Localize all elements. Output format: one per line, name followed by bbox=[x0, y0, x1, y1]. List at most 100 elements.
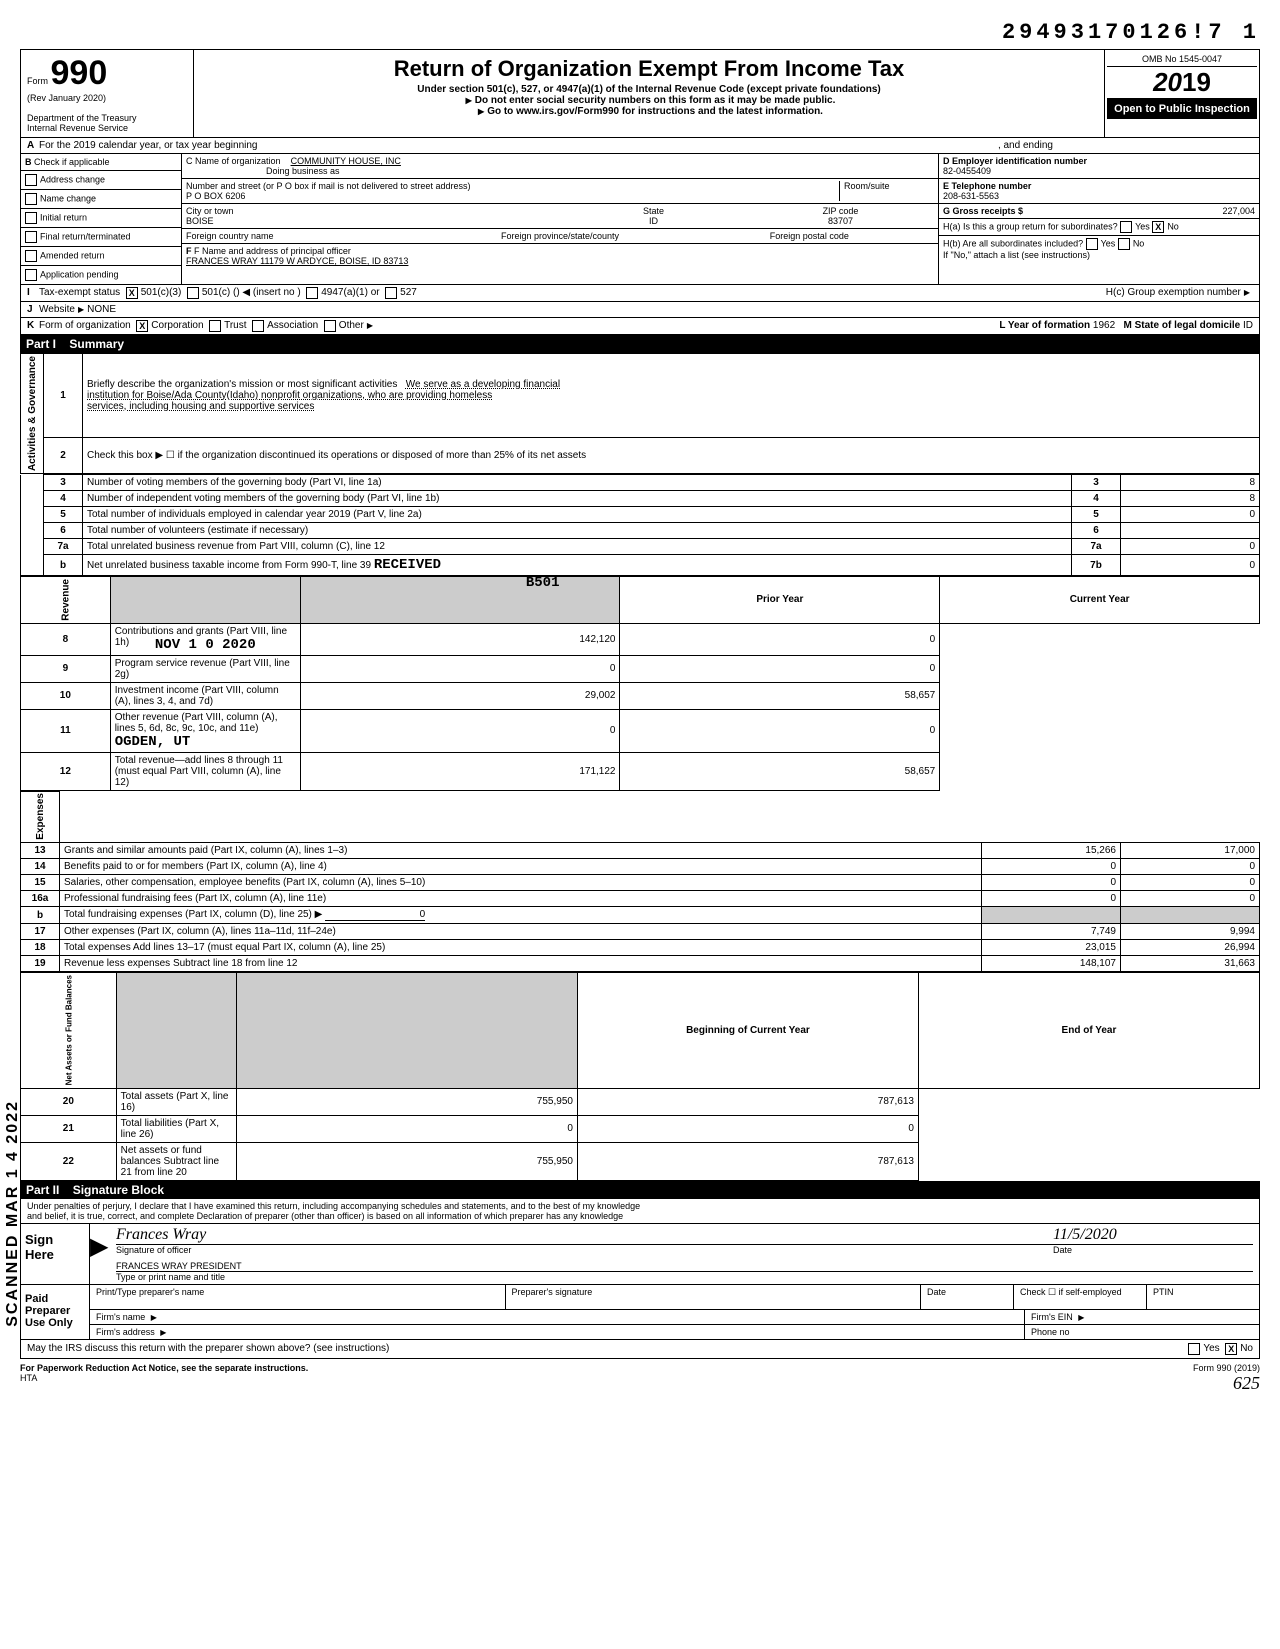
prior-val: 142,120 bbox=[300, 623, 620, 655]
hb-no[interactable] bbox=[1118, 238, 1130, 250]
if-no: If "No," attach a list (see instructions… bbox=[943, 250, 1090, 260]
irs: Internal Revenue Service bbox=[27, 123, 128, 133]
org-name: COMMUNITY HOUSE, INC bbox=[291, 156, 401, 166]
row-text: Salaries, other compensation, employee b… bbox=[60, 875, 982, 891]
row-code: 4 bbox=[1072, 491, 1121, 507]
line-i: I Tax-exempt status 501(c)(3) 501(c) ( )… bbox=[20, 285, 1260, 302]
warn2: Go to www.irs.gov/Form990 for instructio… bbox=[487, 106, 823, 117]
i-501c-check[interactable] bbox=[187, 287, 199, 299]
form-label: Form bbox=[27, 76, 48, 86]
website: NONE bbox=[87, 304, 116, 315]
officer-name-title: FRANCES WRAY PRESIDENT bbox=[116, 1261, 242, 1271]
curr-val: 0 bbox=[1121, 859, 1260, 875]
form-header: Form 990 (Rev January 2020) Department o… bbox=[20, 49, 1260, 138]
row-num: 10 bbox=[21, 682, 111, 709]
row-val bbox=[1121, 523, 1260, 539]
end-val: 787,613 bbox=[577, 1088, 918, 1115]
firm-name-label: Firm's name bbox=[96, 1312, 145, 1322]
k-corp-check[interactable] bbox=[136, 320, 148, 332]
discuss-no[interactable] bbox=[1225, 1343, 1237, 1355]
l-year: 1962 bbox=[1093, 320, 1115, 332]
k-trust-check[interactable] bbox=[209, 320, 221, 332]
b-amended: Amended return bbox=[40, 250, 105, 260]
b-final: Final return/terminated bbox=[40, 231, 131, 241]
row-val: 0 bbox=[1121, 555, 1260, 576]
phone: 208-631-5563 bbox=[943, 191, 999, 201]
sign-content: Frances Wray 11/5/2020 Signature of offi… bbox=[110, 1224, 1259, 1284]
tax-year: 2019 bbox=[1107, 67, 1257, 99]
i-label: Tax-exempt status bbox=[39, 287, 120, 299]
beg-val: 755,950 bbox=[236, 1088, 577, 1115]
current-year-header: Current Year bbox=[940, 577, 1260, 624]
row-num: 18 bbox=[21, 940, 60, 956]
header-left: Form 990 (Rev January 2020) Department o… bbox=[21, 50, 194, 137]
checkbox-final[interactable] bbox=[25, 231, 37, 243]
k-other: Other bbox=[339, 320, 364, 332]
row-text: Investment income (Part VIII, column (A)… bbox=[110, 682, 300, 709]
row-num: b bbox=[44, 555, 83, 576]
checkbox-pending[interactable] bbox=[25, 269, 37, 281]
warn1: Do not enter social security numbers on … bbox=[475, 95, 836, 106]
checkbox-amended[interactable] bbox=[25, 250, 37, 262]
prior-val: 171,122 bbox=[300, 752, 620, 790]
prep-date-label: Date bbox=[927, 1287, 946, 1297]
vert-rev: Revenue bbox=[21, 577, 111, 624]
curr-val: 26,994 bbox=[1121, 940, 1260, 956]
foreign-postal-label: Foreign postal code bbox=[770, 231, 849, 241]
k-assoc: Association bbox=[267, 320, 318, 332]
hta: HTA bbox=[20, 1373, 37, 1383]
mission2: institution for Boise/Ada County(Idaho) … bbox=[87, 390, 492, 401]
scanned-stamp: SCANNED MAR 1 4 2022 bbox=[4, 1100, 22, 1327]
expenses-table: Expenses 13Grants and similar amounts pa… bbox=[20, 791, 1260, 973]
form-footer: Form 990 (2019) bbox=[1193, 1363, 1260, 1373]
i-4947: 4947(a)(1) or bbox=[321, 287, 379, 299]
row-num: 20 bbox=[21, 1088, 117, 1115]
part1-title: Summary bbox=[69, 337, 124, 351]
discuss-yes[interactable] bbox=[1188, 1343, 1200, 1355]
part2-title: Signature Block bbox=[73, 1183, 164, 1197]
checkbox-address-change[interactable] bbox=[25, 174, 37, 186]
m-label: M State of legal domicile bbox=[1124, 320, 1241, 332]
prior-val bbox=[982, 907, 1121, 924]
b-initial: Initial return bbox=[40, 212, 87, 222]
row-code: 6 bbox=[1072, 523, 1121, 539]
i-527-check[interactable] bbox=[385, 287, 397, 299]
i-4947-check[interactable] bbox=[306, 287, 318, 299]
row-text: Net assets or fund balances Subtract lin… bbox=[116, 1142, 236, 1180]
discuss-row: May the IRS discuss this return with the… bbox=[20, 1340, 1260, 1359]
end-year-header: End of Year bbox=[918, 973, 1259, 1088]
i-501c3-check[interactable] bbox=[126, 287, 138, 299]
checkbox-name-change[interactable] bbox=[25, 193, 37, 205]
ptin-label: PTIN bbox=[1153, 1287, 1174, 1297]
k-other-check[interactable] bbox=[324, 320, 336, 332]
checkbox-initial[interactable] bbox=[25, 212, 37, 224]
dln-number: 29493170126!7 1 bbox=[20, 20, 1260, 45]
firm-addr-label: Firm's address bbox=[96, 1327, 155, 1337]
i-501c: 501(c) ( bbox=[202, 287, 236, 299]
line-a-text: For the 2019 calendar year, or tax year … bbox=[39, 140, 257, 151]
l-label: L Year of formation bbox=[999, 320, 1090, 332]
curr-val bbox=[1121, 907, 1260, 924]
row-num: 22 bbox=[21, 1142, 117, 1180]
end-val: 0 bbox=[577, 1115, 918, 1142]
b-pending: Application pending bbox=[40, 269, 119, 279]
summary-table: Activities & Governance 1 Briefly descri… bbox=[20, 353, 1260, 474]
form-number: 990 bbox=[51, 54, 108, 92]
city: BOISE bbox=[186, 216, 214, 226]
ha-yes[interactable] bbox=[1120, 221, 1132, 233]
c-label: C Name of organization bbox=[186, 156, 281, 166]
open-public: Open to Public Inspection bbox=[1107, 99, 1257, 119]
k-assoc-check[interactable] bbox=[252, 320, 264, 332]
dept: Department of the Treasury bbox=[27, 113, 137, 123]
sign-here-label: Sign Here bbox=[21, 1224, 90, 1284]
k-label: Form of organization bbox=[39, 320, 131, 332]
ha-no[interactable] bbox=[1152, 221, 1164, 233]
prior-val: 15,266 bbox=[982, 843, 1121, 859]
curr-val: 17,000 bbox=[1121, 843, 1260, 859]
col-c: C Name of organization COMMUNITY HOUSE, … bbox=[182, 154, 939, 284]
org-info-block: B Check if applicable Address change Nam… bbox=[20, 154, 1260, 285]
line-j: J Website NONE bbox=[20, 302, 1260, 318]
gov-table: 3Number of voting members of the governi… bbox=[20, 474, 1260, 576]
line-k: K Form of organization Corporation Trust… bbox=[20, 318, 1260, 335]
hb-yes[interactable] bbox=[1086, 238, 1098, 250]
